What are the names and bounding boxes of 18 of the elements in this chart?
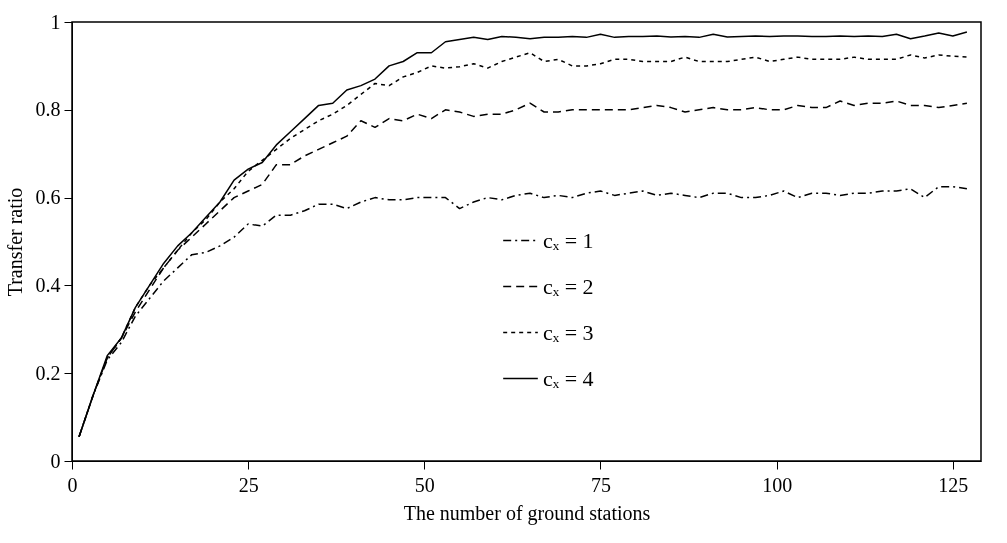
- x-tick-label: 100: [762, 473, 793, 496]
- y-tick-label: 0.4: [35, 273, 61, 296]
- legend-label: cₓ = 4: [543, 365, 594, 391]
- y-tick-label: 0.2: [35, 361, 61, 384]
- y-tick-label: 1: [50, 10, 61, 33]
- y-axis-title: Transfer ratio: [3, 187, 26, 297]
- x-tick-label: 125: [938, 473, 969, 496]
- x-tick-label: 25: [238, 473, 259, 496]
- legend-label: cₓ = 3: [543, 319, 594, 345]
- legend-label: cₓ = 2: [543, 273, 594, 299]
- y-tick-label: 0.8: [35, 98, 61, 121]
- y-tick-label: 0: [50, 449, 61, 472]
- x-tick-label: 50: [414, 473, 435, 496]
- y-tick-label: 0.6: [35, 186, 61, 209]
- x-tick-label: 0: [67, 473, 78, 496]
- x-tick-label: 75: [590, 473, 611, 496]
- x-axis-title: The number of ground stations: [403, 501, 651, 525]
- legend-label: cₓ = 1: [543, 227, 594, 253]
